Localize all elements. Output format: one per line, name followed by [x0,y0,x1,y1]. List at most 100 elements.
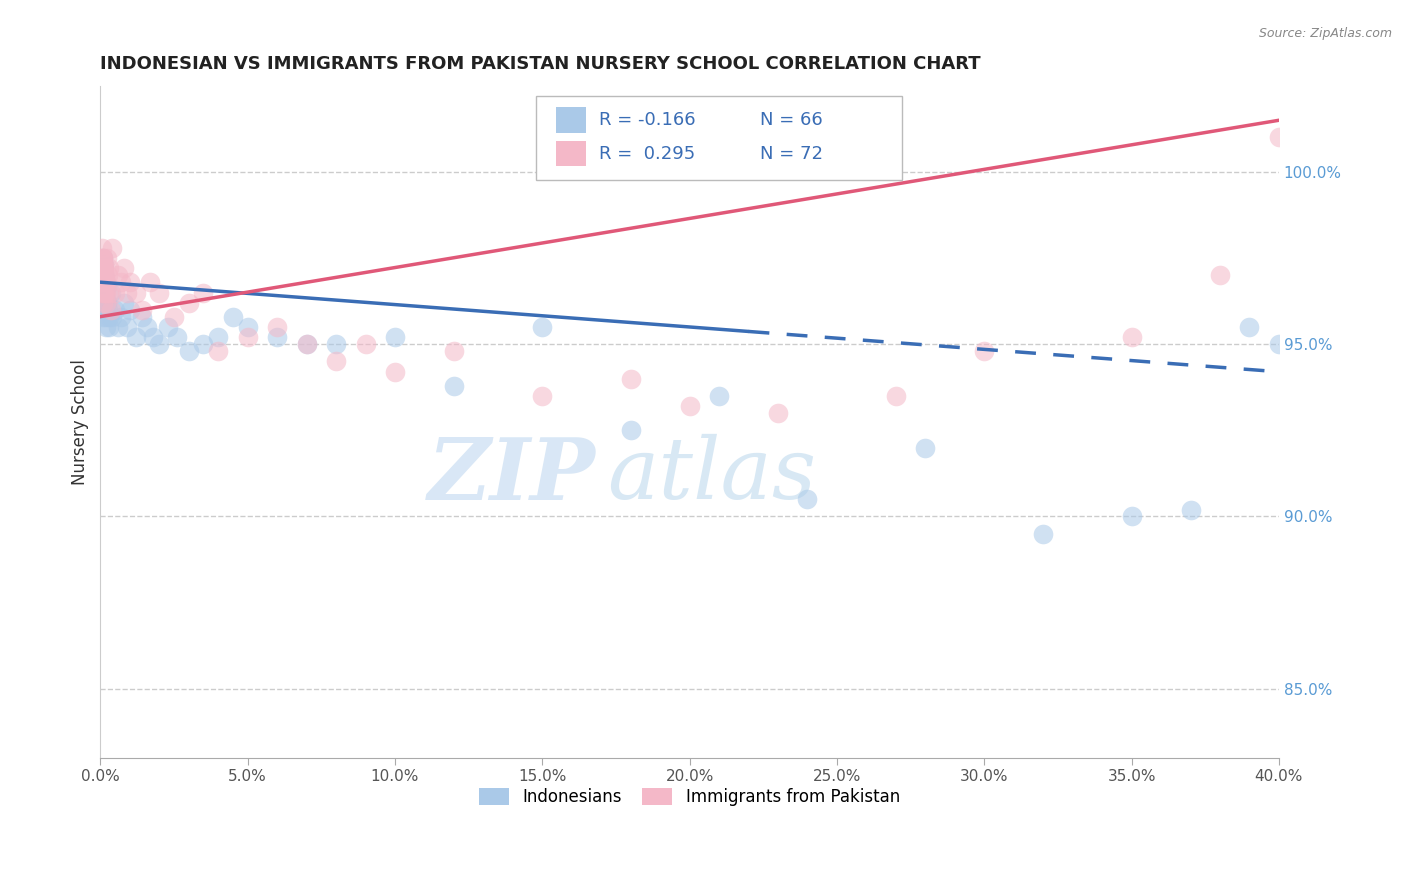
Text: N = 72: N = 72 [761,145,824,162]
Point [707,389,730,403]
Point [1121,330,1143,344]
Point [1268,337,1291,351]
Point [100,285,122,300]
Point [295,337,318,351]
Point [148,285,170,300]
Point [131,302,153,317]
Point [91,268,114,283]
Point [93,268,115,283]
Point [91,310,114,324]
Point [93,258,115,272]
Point [94,293,117,307]
Point [94,310,117,324]
Point [94,285,117,300]
Point [443,378,465,392]
Point [236,320,259,334]
Point [91,275,114,289]
Point [94,302,117,317]
Point [107,268,129,283]
Text: N = 66: N = 66 [761,112,823,129]
Point [222,310,245,324]
Point [93,258,115,272]
Point [443,344,465,359]
Point [93,289,115,303]
Point [94,296,117,310]
Point [91,241,114,255]
Point [101,241,124,255]
FancyBboxPatch shape [557,107,586,133]
Point [354,337,377,351]
Point [1180,502,1202,516]
Point [94,268,117,283]
Point [107,320,129,334]
Point [914,441,936,455]
Point [90,285,112,300]
Point [98,261,121,276]
Point [94,271,117,285]
Point [94,285,117,300]
Point [93,268,115,283]
Point [1032,526,1054,541]
Point [142,330,165,344]
Point [157,320,180,334]
Legend: Indonesians, Immigrants from Pakistan: Indonesians, Immigrants from Pakistan [472,781,907,814]
Text: ZIP: ZIP [427,434,595,517]
Point [110,275,132,289]
Point [91,293,114,307]
Point [110,310,132,324]
Point [90,251,112,265]
Point [125,285,148,300]
Point [97,310,120,324]
Point [91,251,114,265]
Point [93,261,115,276]
Point [131,310,153,324]
Point [91,261,114,276]
Point [325,337,347,351]
Point [266,330,288,344]
Point [1268,130,1291,145]
Point [166,330,188,344]
Point [796,492,818,507]
Y-axis label: Nursery School: Nursery School [72,359,89,484]
Point [104,285,127,300]
Point [96,275,118,289]
Point [531,320,554,334]
FancyBboxPatch shape [537,95,901,180]
Point [207,344,229,359]
Text: atlas: atlas [607,434,817,516]
Point [96,296,118,310]
Point [384,330,406,344]
Point [96,320,118,334]
Point [91,275,114,289]
Point [136,320,159,334]
Point [620,423,643,437]
Point [115,320,138,334]
Text: R =  0.295: R = 0.295 [599,145,695,162]
Point [91,251,114,265]
Point [1121,509,1143,524]
Point [884,389,907,403]
Point [1209,268,1232,283]
Point [325,354,347,368]
Point [148,337,170,351]
Point [93,299,115,313]
Point [93,275,115,289]
Point [93,296,115,310]
Point [91,285,114,300]
Point [94,296,117,310]
Point [678,399,700,413]
Point [766,406,789,420]
Point [236,330,259,344]
Point [104,302,127,317]
Text: Source: ZipAtlas.com: Source: ZipAtlas.com [1258,27,1392,40]
Point [91,268,114,283]
Point [384,365,406,379]
Point [295,337,318,351]
Point [96,251,118,265]
Point [193,337,215,351]
Point [91,296,114,310]
Point [97,285,120,300]
Point [125,330,148,344]
Point [139,275,162,289]
Point [101,310,124,324]
